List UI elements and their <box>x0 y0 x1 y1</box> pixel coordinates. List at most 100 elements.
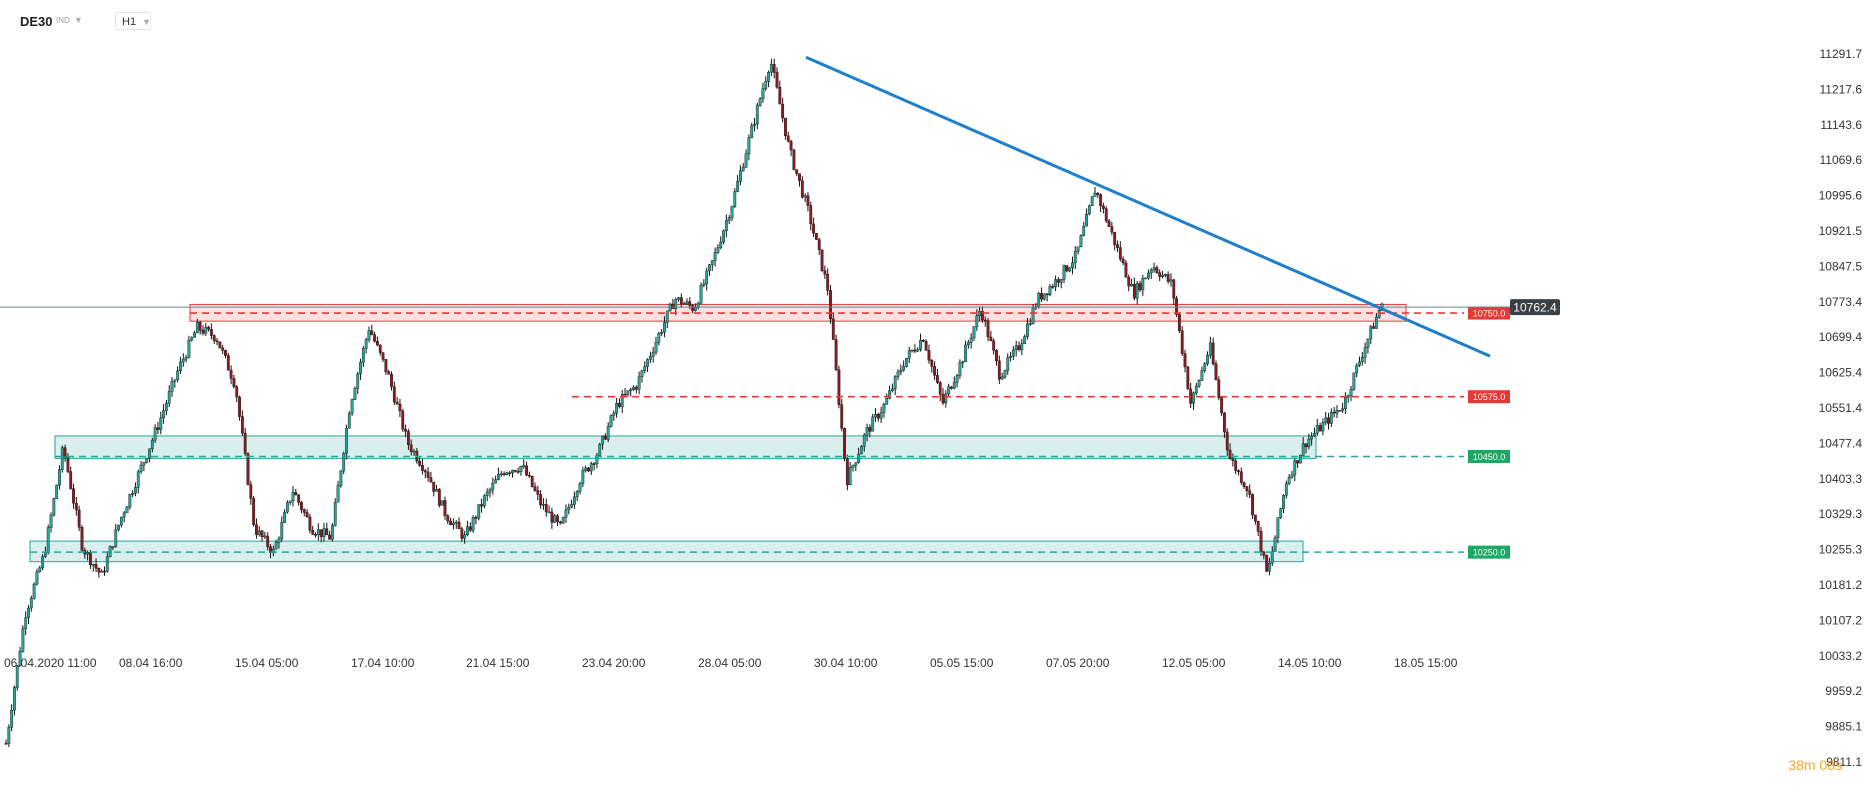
x-tick-label: 21.04 15:00 <box>466 656 530 670</box>
candle-body <box>1183 353 1187 368</box>
candle-body <box>831 318 835 340</box>
candle-body <box>55 484 59 499</box>
candle-body <box>1172 279 1176 299</box>
candle-body <box>1099 194 1103 207</box>
candle-body <box>1045 293 1049 296</box>
candle-body <box>1048 286 1052 296</box>
y-tick-label: 11291.7 <box>1820 47 1863 61</box>
candle-body <box>592 463 596 465</box>
candle-body <box>361 348 365 363</box>
candle-body <box>1284 483 1288 496</box>
candle-body <box>1358 361 1361 366</box>
symbol-label[interactable]: DE30 <box>20 14 53 29</box>
candle-body <box>300 502 303 510</box>
candle-body <box>32 583 36 599</box>
candle-body <box>966 342 970 346</box>
candle-body <box>128 494 132 508</box>
candle-body <box>89 552 92 566</box>
candle-body <box>136 471 140 488</box>
candle-body <box>1304 443 1308 448</box>
candle-body <box>733 191 737 207</box>
candle-body <box>153 427 157 441</box>
candle-body <box>418 460 422 466</box>
candle-body <box>404 429 407 432</box>
candle-body <box>719 241 723 248</box>
candle-body <box>1141 278 1145 291</box>
candle-body <box>564 509 568 518</box>
candle-body <box>108 546 112 558</box>
candle-body <box>1003 370 1007 378</box>
candle-body <box>632 386 635 391</box>
candle-body <box>1127 277 1131 287</box>
candle-body <box>252 498 256 525</box>
candle-body <box>1279 508 1283 518</box>
candle-body <box>471 517 475 531</box>
x-tick-label: 12.05 05:00 <box>1162 656 1226 670</box>
candle-body <box>446 515 450 522</box>
candle-body <box>1211 342 1215 364</box>
candle-body <box>637 376 641 390</box>
y-tick-label: 10847.5 <box>1819 259 1863 273</box>
level-badge <box>1468 545 1510 559</box>
candle-body <box>1315 425 1319 434</box>
candle-body <box>1355 365 1359 374</box>
level-badge-label: 10575.0 <box>1473 392 1506 402</box>
candle-body <box>184 357 188 360</box>
candle-body <box>210 329 213 336</box>
current-price-badge <box>1510 299 1560 316</box>
candle-body <box>195 322 199 334</box>
candle-body <box>589 463 593 472</box>
candle-body <box>1248 490 1252 495</box>
x-tick-label: 23.04 20:00 <box>582 656 646 670</box>
candle-body <box>868 427 872 432</box>
countdown-seconds-unit: s <box>1835 757 1842 773</box>
candle-body <box>46 527 50 553</box>
candle-body <box>159 417 163 430</box>
x-tick-label: 08.04 16:00 <box>119 656 183 670</box>
candle-body <box>1287 476 1291 484</box>
candle-body <box>502 473 506 475</box>
candle-body <box>1298 455 1302 464</box>
candle-body <box>1245 486 1249 492</box>
timeframe-select[interactable]: H1 ▼ <box>115 12 151 30</box>
candle-body <box>114 529 118 547</box>
candle-body <box>167 391 171 404</box>
candle-body <box>1237 470 1240 472</box>
candle-body <box>311 529 315 535</box>
candle-body <box>587 467 590 472</box>
candle-body <box>376 341 379 346</box>
candle-body <box>60 447 64 470</box>
candle-body <box>1155 267 1159 273</box>
candle-body <box>274 542 278 550</box>
candle-body <box>1256 520 1260 532</box>
candle-body <box>429 477 433 483</box>
candle-body <box>238 396 241 417</box>
y-tick-label: 10403.3 <box>1819 472 1863 486</box>
candle-body <box>798 173 801 181</box>
candle-body <box>1262 551 1266 556</box>
candle-body <box>1020 343 1024 350</box>
candle-body <box>119 516 123 526</box>
candle-body <box>1268 563 1271 572</box>
candle-body <box>671 303 675 309</box>
candle-body <box>406 431 410 445</box>
candle-body <box>336 485 340 503</box>
candle-body <box>1068 267 1072 272</box>
y-tick-label: 10477.4 <box>1819 436 1863 450</box>
candle-body <box>443 500 447 516</box>
candle-body <box>384 359 388 373</box>
candle-body <box>86 552 90 555</box>
chevron-down-icon[interactable]: ▼ <box>74 15 83 25</box>
instrument-type-label[interactable]: IND <box>56 16 70 25</box>
candle-body <box>1124 262 1128 278</box>
candle-body <box>682 303 686 305</box>
timeframe-label: H1 <box>122 16 137 28</box>
candle-body <box>511 470 514 474</box>
candle-body <box>629 389 633 392</box>
candle-body <box>1138 283 1142 291</box>
candle-body <box>708 264 711 272</box>
candle-body <box>651 351 655 357</box>
candle-body <box>553 515 557 523</box>
candle-body <box>902 366 906 371</box>
